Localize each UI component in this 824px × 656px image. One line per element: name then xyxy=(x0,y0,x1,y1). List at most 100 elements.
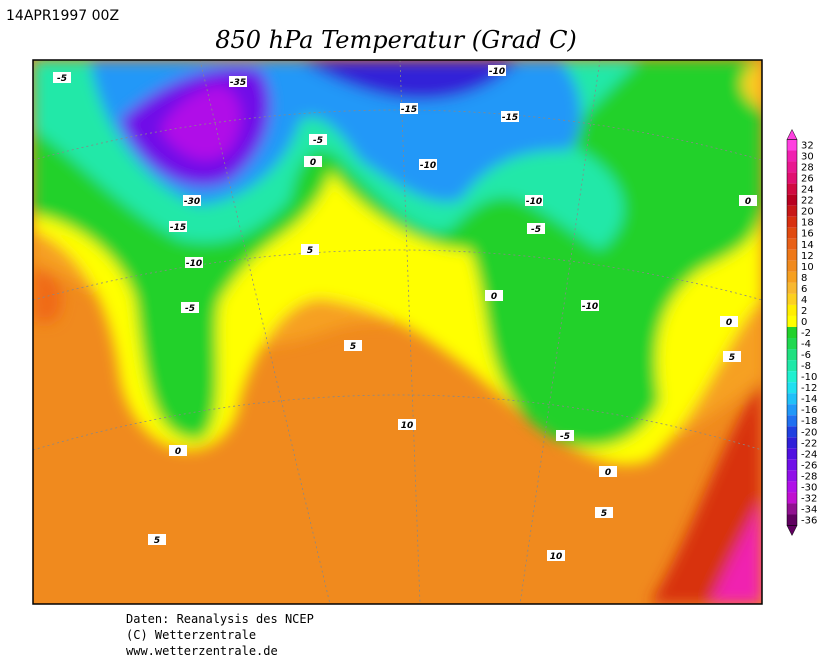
contour-label: -10 xyxy=(582,302,598,312)
contour-label-bg xyxy=(488,65,506,76)
contour-label-bg xyxy=(53,72,71,83)
colorbar-cell xyxy=(787,382,797,394)
contour-label-bg xyxy=(398,419,416,430)
contour-label: 0 xyxy=(605,468,611,478)
colorbar-arrow-top xyxy=(786,128,798,140)
contour-label: -5 xyxy=(313,136,323,146)
contour-label-bg xyxy=(527,223,545,234)
contour-label: 5 xyxy=(307,246,313,256)
colorbar-label: 32 xyxy=(801,141,814,152)
colorbar-cell xyxy=(787,470,797,482)
colorbar-label: -14 xyxy=(801,394,817,405)
colorbar-label: 24 xyxy=(801,185,814,196)
colorbar-label: -22 xyxy=(801,438,817,449)
contour-label-bg xyxy=(547,550,565,561)
contour-label: 5 xyxy=(601,509,607,519)
contour-label: -35 xyxy=(230,78,246,88)
contour-label: 10 xyxy=(550,552,563,562)
contour-label-bg xyxy=(595,507,613,518)
contour-label: -10 xyxy=(526,197,542,207)
colorbar-cell xyxy=(787,194,797,206)
colorbar-label: 26 xyxy=(801,174,814,185)
colorbar-cell xyxy=(787,293,797,305)
contour-label-bg xyxy=(599,466,617,477)
colorbar-cell xyxy=(787,227,797,239)
title: 850 hPa Temperatur (Grad C) xyxy=(215,26,577,54)
contour-label: 5 xyxy=(729,353,735,363)
colorbar-cell xyxy=(787,139,797,151)
contour-label-bg xyxy=(720,316,738,327)
colorbar-label: 8 xyxy=(801,273,807,284)
colorbar-cell xyxy=(787,183,797,195)
colorbar-cell xyxy=(787,216,797,228)
colorbar-frame xyxy=(786,139,798,526)
contour-label-bg xyxy=(525,195,543,206)
footer-url: www.wetterzentrale.de xyxy=(126,644,278,656)
colorbar-label: 6 xyxy=(801,284,807,295)
contour-label: 0 xyxy=(745,197,751,207)
colorbar-cell xyxy=(787,415,797,427)
colorbar-cell xyxy=(787,349,797,361)
colorbar-label: -18 xyxy=(801,416,817,427)
contour-label-bg xyxy=(148,534,166,545)
contour-label-bg xyxy=(169,445,187,456)
colorbar-cell xyxy=(787,360,797,372)
footer-copyright: (C) Wetterzentrale xyxy=(126,628,256,642)
colorbar-label: 22 xyxy=(801,196,814,207)
contour-label-bg xyxy=(739,195,757,206)
colorbar-cell xyxy=(787,448,797,460)
colorbar-label: -16 xyxy=(801,405,817,416)
colorbar-label: 14 xyxy=(801,240,814,251)
colorbar-label: 30 xyxy=(801,152,814,163)
contour-label-bg xyxy=(185,257,203,268)
colorbar-label: 0 xyxy=(801,317,807,328)
colorbar-cell xyxy=(787,271,797,283)
contour-label-bg xyxy=(181,302,199,313)
contour-label: 0 xyxy=(726,318,732,328)
colorbar-label: -36 xyxy=(801,516,817,527)
contour-label: 0 xyxy=(175,447,181,457)
colorbar-cell xyxy=(787,371,797,383)
colorbar-label: -2 xyxy=(801,328,811,339)
colorbar-cell xyxy=(787,514,797,526)
contour-label: -5 xyxy=(57,74,67,84)
contour-label-bg xyxy=(301,244,319,255)
contour-label: 0 xyxy=(491,292,497,302)
footer-source: Daten: Reanalysis des NCEP xyxy=(126,612,314,626)
colorbar-cell xyxy=(787,481,797,493)
contour-label: 10 xyxy=(401,421,414,431)
colorbar-label: -28 xyxy=(801,471,817,482)
colorbar-arrow-bottom xyxy=(786,525,798,537)
colorbar-label: -34 xyxy=(801,504,817,515)
colorbar-cell xyxy=(787,437,797,449)
colorbar-cell xyxy=(787,150,797,162)
colorbar-cell xyxy=(787,205,797,217)
colorbar-label: 28 xyxy=(801,163,814,174)
contour-label: -10 xyxy=(186,259,202,269)
colorbar-cell xyxy=(787,238,797,250)
colorbar-label: -6 xyxy=(801,350,811,361)
contour-label-bg xyxy=(723,351,741,362)
colorbar-label: -4 xyxy=(801,339,811,350)
contour-label: -15 xyxy=(170,223,186,233)
contour-label: -15 xyxy=(401,105,417,115)
colorbar-label: 18 xyxy=(801,218,814,229)
map-frame xyxy=(32,59,763,605)
colorbar-cell xyxy=(787,459,797,471)
colorbar-label: -26 xyxy=(801,460,817,471)
colorbar-label: 10 xyxy=(801,262,814,273)
colorbar-cell xyxy=(787,338,797,350)
colorbar-cell xyxy=(787,260,797,272)
colorbar-cell xyxy=(787,172,797,184)
contour-label-bg xyxy=(344,340,362,351)
colorbar-cell xyxy=(787,404,797,416)
date: 14APR1997 00Z xyxy=(6,8,119,24)
contour-label-bg xyxy=(309,134,327,145)
contour-label-bg xyxy=(183,195,201,206)
contour-label-bg xyxy=(400,103,418,114)
contour-label-bg xyxy=(229,76,247,87)
contour-label-bg xyxy=(556,430,574,441)
colorbar-cell xyxy=(787,492,797,504)
colorbar-cell xyxy=(787,161,797,173)
